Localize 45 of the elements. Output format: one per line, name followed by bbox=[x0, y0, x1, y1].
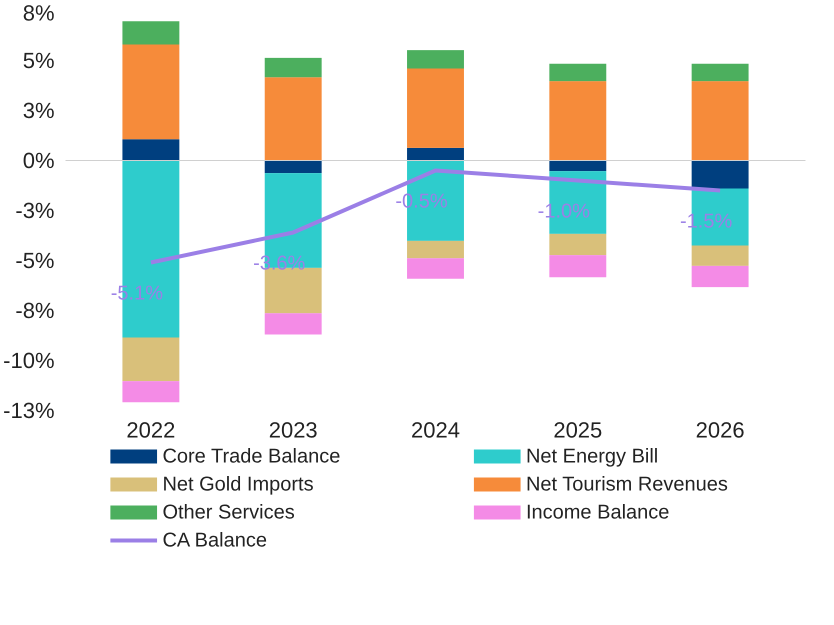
legend-label: Income Balance bbox=[526, 502, 670, 524]
y-tick-label: 8% bbox=[22, 0, 54, 26]
bar bbox=[264, 58, 322, 78]
bar bbox=[692, 64, 749, 82]
x-tick-label: 2022 bbox=[126, 418, 176, 442]
bar bbox=[692, 81, 749, 160]
bar bbox=[692, 246, 749, 266]
y-tick-label: -13% bbox=[3, 398, 54, 423]
legend-label: Net Energy Bill bbox=[526, 446, 658, 468]
bar bbox=[692, 160, 749, 188]
bar bbox=[407, 50, 464, 68]
legend-label: Other Services bbox=[162, 502, 295, 524]
bar bbox=[407, 148, 464, 160]
y-tick-label: -3% bbox=[15, 198, 54, 223]
bar bbox=[122, 338, 180, 382]
bar bbox=[549, 255, 606, 278]
bar bbox=[407, 68, 464, 148]
bar bbox=[549, 64, 606, 82]
bar bbox=[549, 81, 606, 160]
x-tick-label: 2025 bbox=[553, 418, 602, 442]
legend-label: CA Balance bbox=[162, 530, 267, 552]
bar bbox=[122, 21, 180, 44]
x-tick-label: 2026 bbox=[696, 418, 745, 442]
y-tick-label: 0% bbox=[22, 148, 54, 173]
bar bbox=[122, 381, 180, 402]
bar bbox=[407, 240, 464, 258]
y-tick-label: -5% bbox=[15, 248, 54, 273]
y-tick-label: -8% bbox=[15, 298, 54, 323]
legend-label: Net Gold Imports bbox=[162, 474, 314, 496]
bar bbox=[122, 44, 180, 140]
y-tick-label: -10% bbox=[3, 348, 54, 373]
bar bbox=[264, 77, 322, 160]
bar bbox=[122, 139, 180, 160]
bar bbox=[407, 258, 464, 279]
legend-label: Net Tourism Revenues bbox=[526, 474, 728, 496]
bar bbox=[264, 160, 322, 174]
bar bbox=[692, 266, 749, 288]
bar bbox=[549, 234, 606, 256]
legend-label: Core Trade Balance bbox=[162, 446, 340, 468]
y-tick-label: 3% bbox=[22, 98, 54, 123]
bar bbox=[549, 160, 606, 172]
x-tick-label: 2023 bbox=[268, 418, 318, 442]
x-tick-label: 2024 bbox=[411, 418, 460, 442]
bar bbox=[264, 313, 322, 334]
y-tick-label: 5% bbox=[22, 48, 54, 73]
